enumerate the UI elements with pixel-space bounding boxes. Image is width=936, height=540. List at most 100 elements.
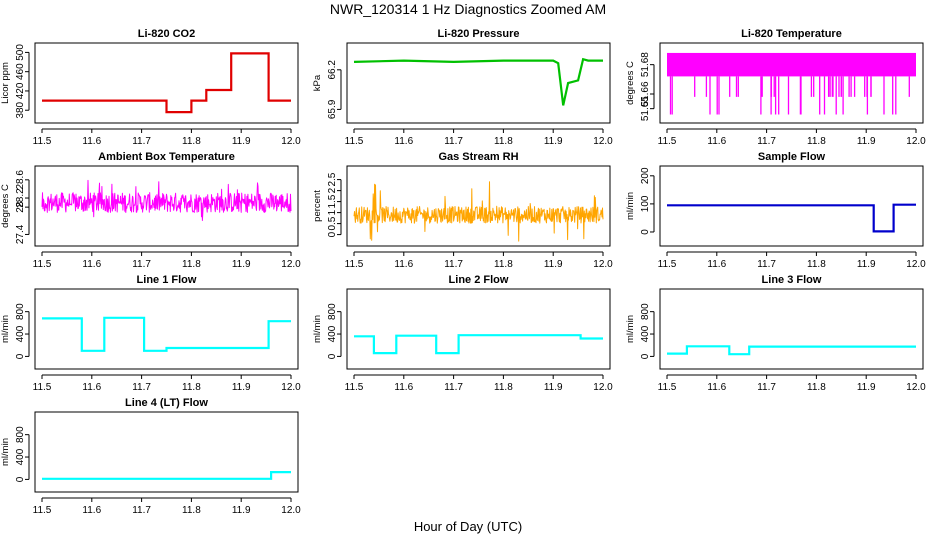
y-tick-label: 380	[15, 101, 26, 118]
y-tick-label: 0	[327, 231, 338, 237]
x-tick-label: 11.5	[345, 136, 364, 147]
panel-7: Line 1 Flow 11.5 11.6 11.7 11.8 11.9 12.0 0 400 8…	[0, 274, 301, 393]
x-tick-label: 11.6	[707, 382, 726, 393]
y-tick-label: 2.5	[327, 172, 338, 186]
x-tick-label: 11.8	[494, 382, 513, 393]
x-tick-label: 11.5	[33, 382, 52, 393]
y-axis-label: percent	[312, 190, 323, 222]
y-tick-label: 420	[15, 82, 26, 99]
y-tick-label: 0	[15, 476, 26, 482]
x-tick-label: 11.6	[394, 136, 413, 147]
data-line	[42, 316, 291, 352]
plot-frame	[34, 165, 299, 247]
y-tick-label: 0	[640, 229, 651, 235]
y-tick-label: 2	[327, 187, 338, 193]
y-tick-label: 51.65	[640, 96, 651, 121]
x-tick-label: 11.7	[757, 259, 776, 270]
data-line	[42, 471, 291, 480]
data-line	[42, 52, 291, 114]
data-spikes	[669, 76, 910, 115]
y-axis-label: kPa	[312, 74, 323, 91]
x-tick-label: 11.6	[707, 259, 726, 270]
x-tick-label: 11.9	[857, 259, 876, 270]
plot-frame	[346, 165, 611, 247]
x-tick-label: 11.5	[33, 136, 52, 147]
y-tick-label: 0	[640, 353, 651, 359]
plot-frame	[659, 288, 924, 370]
y-tick-label: 51.66	[640, 81, 651, 106]
x-tick-label: 11.6	[394, 382, 413, 393]
x-tick-label: 11.5	[658, 382, 677, 393]
y-tick-label: 460	[15, 63, 26, 80]
x-tick-label: 11.6	[82, 136, 101, 147]
y-tick-label: 0	[327, 353, 338, 359]
plot-frame	[34, 288, 299, 370]
x-tick-label: 12.0	[281, 382, 301, 393]
data-line	[353, 57, 603, 106]
figure-xlabel: Hour of Day (UTC)	[414, 519, 522, 534]
panel-2: Li-820 Pressure 11.5 11.6 11.7 11.8 11.9 12.0 6…	[312, 28, 613, 147]
plot-frame	[34, 411, 299, 493]
x-tick-label: 11.7	[132, 259, 151, 270]
x-tick-label: 11.5	[658, 136, 677, 147]
panel-title: Li-820 CO2	[138, 28, 195, 40]
y-tick-label: 1.5	[327, 194, 338, 208]
data-line	[353, 181, 604, 242]
plot-frame	[659, 42, 924, 124]
y-tick-label: 0.5	[327, 216, 338, 230]
panel-1: Li-820 CO2 11.5 11.6 11.7 11.8 11.9 12.0 380 420…	[0, 28, 301, 147]
y-axis-label: ml/min	[625, 315, 636, 343]
x-tick-label: 11.8	[807, 382, 826, 393]
y-axis-label: degrees C	[625, 61, 636, 105]
y-tick-label: 28.6	[15, 170, 26, 190]
panel-6: Sample Flow 11.5 11.6 11.7 11.8 11.9 12.0 0 100 2…	[625, 151, 926, 270]
x-tick-label: 11.9	[544, 136, 563, 147]
x-tick-label: 11.7	[444, 259, 463, 270]
plot-frame	[659, 165, 924, 247]
x-tick-label: 11.8	[182, 259, 201, 270]
x-tick-label: 11.5	[33, 505, 52, 516]
y-tick-label: 28.2	[15, 188, 26, 208]
x-tick-label: 12.0	[593, 136, 613, 147]
y-tick-label: 500	[15, 44, 26, 61]
x-tick-label: 11.7	[132, 382, 151, 393]
x-tick-label: 12.0	[281, 505, 301, 516]
panel-3: Li-820 Temperature 11.5 11.6 11.7 11.8 11.9 12…	[625, 28, 926, 147]
panel-title: Sample Flow	[758, 151, 826, 163]
x-tick-label: 11.7	[132, 505, 151, 516]
x-tick-label: 11.7	[757, 136, 776, 147]
y-tick-label: 400	[15, 448, 26, 465]
x-tick-label: 11.8	[807, 259, 826, 270]
panel-10: Line 4 (LT) Flow 11.5 11.6 11.7 11.8 11.9 12.0…	[0, 397, 301, 516]
data-band	[667, 52, 916, 77]
x-tick-label: 11.6	[394, 259, 413, 270]
panel-4: Ambient Box Temperature 11.5 11.6 11.7 11.8 1…	[0, 151, 301, 270]
panel-title: Line 1 Flow	[137, 274, 197, 286]
y-tick-label: 51.68	[640, 52, 651, 77]
x-tick-label: 11.5	[658, 259, 677, 270]
y-tick-label: 400	[15, 325, 26, 342]
y-tick-label: 400	[640, 325, 651, 342]
x-tick-label: 11.7	[444, 382, 463, 393]
x-tick-label: 12.0	[906, 259, 926, 270]
x-tick-label: 11.5	[345, 382, 364, 393]
x-tick-label: 11.9	[232, 136, 251, 147]
plot-frame	[346, 288, 611, 370]
data-line	[667, 345, 916, 356]
x-tick-label: 11.6	[82, 259, 101, 270]
x-tick-label: 12.0	[593, 382, 613, 393]
x-tick-label: 11.7	[444, 136, 463, 147]
y-tick-label: 28	[15, 201, 26, 213]
x-tick-label: 12.0	[281, 136, 301, 147]
panel-title: Li-820 Temperature	[741, 28, 842, 40]
x-tick-label: 11.6	[82, 505, 101, 516]
panel-8: Line 2 Flow 11.5 11.6 11.7 11.8 11.9 12.0 0 400 8…	[312, 274, 613, 393]
y-axis-label: ml/min	[0, 438, 11, 466]
x-tick-label: 11.7	[132, 136, 151, 147]
x-tick-label: 12.0	[593, 259, 613, 270]
y-tick-label: 400	[327, 325, 338, 342]
x-tick-label: 11.8	[807, 136, 826, 147]
x-tick-label: 11.9	[544, 382, 563, 393]
y-tick-label: 0	[15, 353, 26, 359]
